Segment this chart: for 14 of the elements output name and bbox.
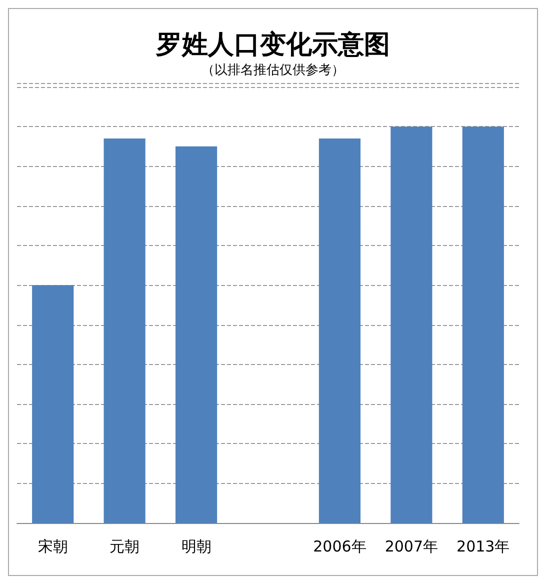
bar xyxy=(390,126,432,523)
x-tick-label: 2007年 xyxy=(384,538,438,556)
bar xyxy=(318,138,361,523)
x-tick-label: 2006年 xyxy=(313,538,366,556)
chart-title: 罗姓人口变化示意图 xyxy=(155,30,390,60)
bar xyxy=(32,285,74,523)
x-tick-label: 元朝 xyxy=(110,538,140,556)
bar xyxy=(104,138,146,523)
bar xyxy=(175,146,218,523)
chart-subtitle: （以排名推估仅供参考） xyxy=(202,63,344,78)
x-tick-label: 宋朝 xyxy=(38,538,68,556)
x-tick-label: 2013年 xyxy=(456,538,510,556)
x-tick-label: 明朝 xyxy=(181,538,212,556)
bar xyxy=(462,126,504,523)
